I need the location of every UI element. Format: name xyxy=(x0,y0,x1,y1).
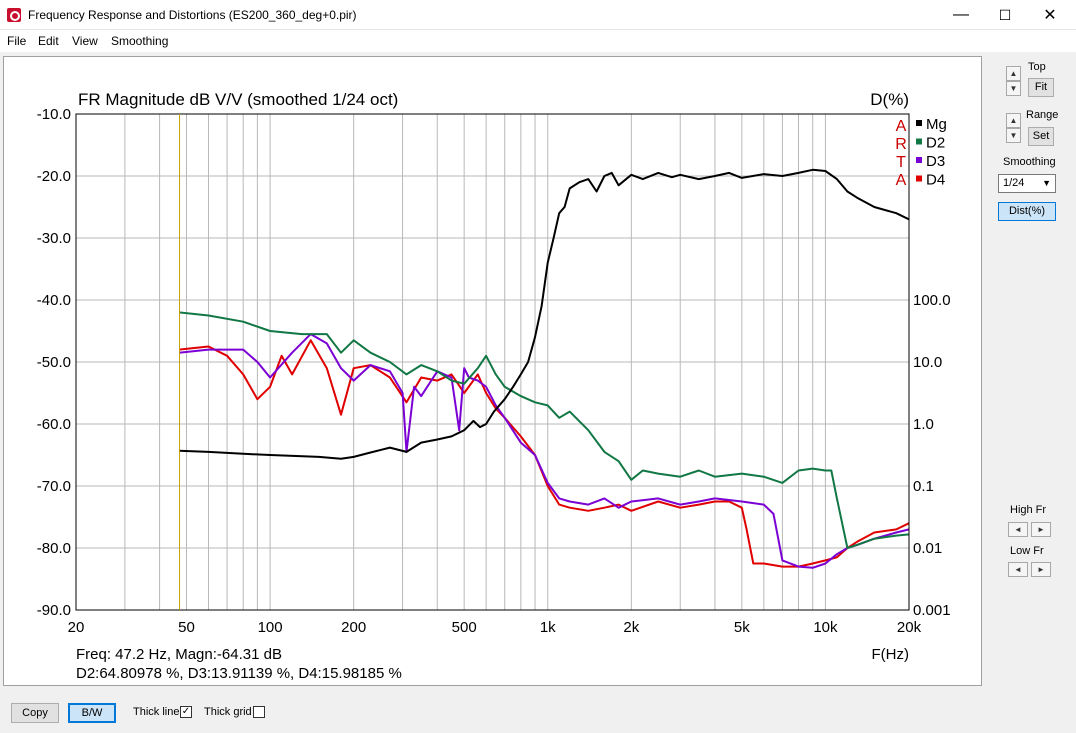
y-tick-label: -60.0 xyxy=(37,416,71,433)
cursor-readout-freq: Freq: 47.2 Hz, Magn:-64.31 dB xyxy=(76,646,282,663)
x-tick-label: 200 xyxy=(341,619,366,636)
menu-smoothing[interactable]: Smoothing xyxy=(111,34,169,48)
right-axis-title: D(%) xyxy=(870,90,909,109)
plot-area-border xyxy=(75,113,910,611)
high-fr-right-arrow-icon[interactable]: ► xyxy=(1031,522,1051,537)
high-fr-label: High Fr xyxy=(1010,504,1047,516)
close-button[interactable]: ✕ xyxy=(1043,7,1057,24)
chart-title: FR Magnitude dB V/V (smoothed 1/24 oct) xyxy=(78,90,398,109)
legend-swatch-d4 xyxy=(916,175,922,182)
series-line-d2 xyxy=(178,311,910,549)
top-down-arrow-icon[interactable]: ▼ xyxy=(1006,81,1021,96)
x-tick-label: 20 xyxy=(68,619,85,636)
y-tick-label: -80.0 xyxy=(37,540,71,557)
x-tick-label: 50 xyxy=(178,619,195,636)
window-title: Frequency Response and Distortions (ES20… xyxy=(28,8,357,22)
x-tick-label: 100 xyxy=(258,619,283,636)
x-tick-label: 5k xyxy=(734,619,750,636)
x-tick-label: 1k xyxy=(540,619,556,636)
app-logo-icon xyxy=(7,8,21,22)
smoothing-select-value: 1/24 xyxy=(1003,177,1025,189)
legend-label-d2: D2 xyxy=(926,135,945,152)
thick-line-label: Thick line xyxy=(133,706,180,718)
smoothing-select[interactable]: 1/24 ▼ xyxy=(998,174,1056,193)
bw-button[interactable]: B/W xyxy=(68,703,116,723)
range-down-arrow-icon[interactable]: ▼ xyxy=(1006,128,1021,143)
set-button[interactable]: Set xyxy=(1028,127,1054,146)
right-tick-label: 0.001 xyxy=(913,602,951,619)
right-tick-label: 100.0 xyxy=(913,292,951,309)
cursor-readout-distortion: D2:64.80978 %, D3:13.91139 %, D4:15.9818… xyxy=(76,665,402,682)
y-tick-label: -20.0 xyxy=(37,168,71,185)
frequency-response-chart[interactable]: -10.0 -20.0 -30.0 -40.0 -50.0 -60.0 -70.0 -80.0… xyxy=(4,57,981,685)
menu-file[interactable]: File xyxy=(7,34,27,48)
right-tick-label: 10.0 xyxy=(913,354,942,371)
grid xyxy=(76,113,909,611)
axis-labels: -10.0 -20.0 -30.0 -40.0 -50.0 -60.0 -70.0 -80.0… xyxy=(37,106,951,636)
maximize-button[interactable]: ☐ xyxy=(998,6,1012,23)
series-lines xyxy=(178,168,910,569)
y-tick-label: -50.0 xyxy=(37,354,71,371)
title-bar: Frequency Response and Distortions (ES20… xyxy=(0,0,1076,30)
menu-view[interactable]: View xyxy=(72,34,98,48)
range-up-arrow-icon[interactable]: ▲ xyxy=(1006,113,1021,128)
y-tick-label: -70.0 xyxy=(37,478,71,495)
legend-swatch-d2 xyxy=(916,138,922,145)
thick-grid-label: Thick grid xyxy=(204,706,252,718)
high-fr-left-arrow-icon[interactable]: ◄ xyxy=(1008,522,1028,537)
fit-button[interactable]: Fit xyxy=(1028,78,1054,97)
low-fr-label: Low Fr xyxy=(1010,545,1044,557)
smoothing-label: Smoothing xyxy=(1003,156,1056,168)
menu-edit[interactable]: Edit xyxy=(38,34,59,48)
logo-letter: T xyxy=(896,154,906,171)
right-tick-label: 0.1 xyxy=(913,478,934,495)
y-tick-label: -90.0 xyxy=(37,602,71,619)
series-line-d4 xyxy=(178,339,910,568)
legend-swatch-d3 xyxy=(916,157,922,163)
low-fr-left-arrow-icon[interactable]: ◄ xyxy=(1008,562,1028,577)
x-tick-label: 10k xyxy=(813,619,838,636)
legend-label-d3: D3 xyxy=(926,153,945,170)
range-label: Range xyxy=(1026,109,1059,121)
bottom-toolbar: Copy B/W Thick line ✓ Thick grid xyxy=(0,690,1076,733)
dist-toggle-button[interactable]: Dist(%) xyxy=(998,202,1056,221)
minimize-button[interactable]: — xyxy=(953,6,969,23)
y-tick-label: -40.0 xyxy=(37,292,71,309)
legend-swatch-mg xyxy=(916,120,922,126)
x-axis-title: F(Hz) xyxy=(872,646,910,663)
plot-frame: -10.0 -20.0 -30.0 -40.0 -50.0 -60.0 -70.0 -80.0… xyxy=(3,56,982,686)
legend-label-mg: Mg xyxy=(926,116,947,133)
top-label: Top xyxy=(1028,61,1046,73)
y-tick-label: -30.0 xyxy=(37,230,71,247)
legend-label-d4: D4 xyxy=(926,172,945,189)
chevron-down-icon: ▼ xyxy=(1042,178,1051,188)
thick-grid-checkbox[interactable] xyxy=(253,706,265,718)
logo-letter: R xyxy=(895,136,907,153)
top-up-arrow-icon[interactable]: ▲ xyxy=(1006,66,1021,81)
thick-line-checkbox[interactable]: ✓ xyxy=(180,706,192,718)
logo-letter: A xyxy=(896,118,907,135)
x-tick-label: 20k xyxy=(897,619,922,636)
series-line-mg xyxy=(178,168,910,460)
copy-button[interactable]: Copy xyxy=(11,703,59,723)
side-panel: ▲ ▼ Top Fit ▲ ▼ Range Set Smoothing 1/24… xyxy=(990,56,1070,686)
low-fr-right-arrow-icon[interactable]: ► xyxy=(1031,562,1051,577)
logo-letter: A xyxy=(896,172,907,189)
right-tick-label: 0.01 xyxy=(913,540,942,557)
x-tick-label: 500 xyxy=(452,619,477,636)
right-tick-label: 1.0 xyxy=(913,416,934,433)
menu-bar: File Edit View Smoothing xyxy=(0,30,1076,52)
series-line-d3 xyxy=(178,333,910,569)
y-tick-label: -10.0 xyxy=(37,106,71,123)
x-tick-label: 2k xyxy=(623,619,639,636)
